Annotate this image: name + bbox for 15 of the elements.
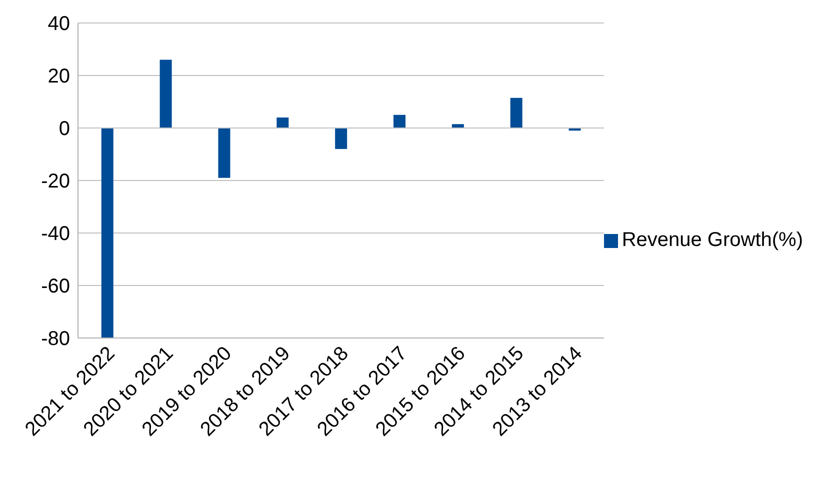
bar <box>335 128 348 149</box>
y-tick-label: 40 <box>48 13 70 36</box>
y-tick-label: -60 <box>41 276 70 298</box>
bar <box>393 114 406 128</box>
y-tick-label: -80 <box>41 328 70 350</box>
legend-label: Revenue Growth(%) <box>622 229 803 251</box>
y-tick-label: -40 <box>41 223 70 246</box>
y-tick-label: 20 <box>48 66 70 88</box>
y-tick-label: 0 <box>58 118 70 140</box>
bar <box>510 98 522 128</box>
bar <box>218 128 230 178</box>
bar <box>276 118 289 128</box>
bar <box>160 60 172 128</box>
bar <box>101 128 114 338</box>
y-tick-label: -20 <box>41 170 70 193</box>
